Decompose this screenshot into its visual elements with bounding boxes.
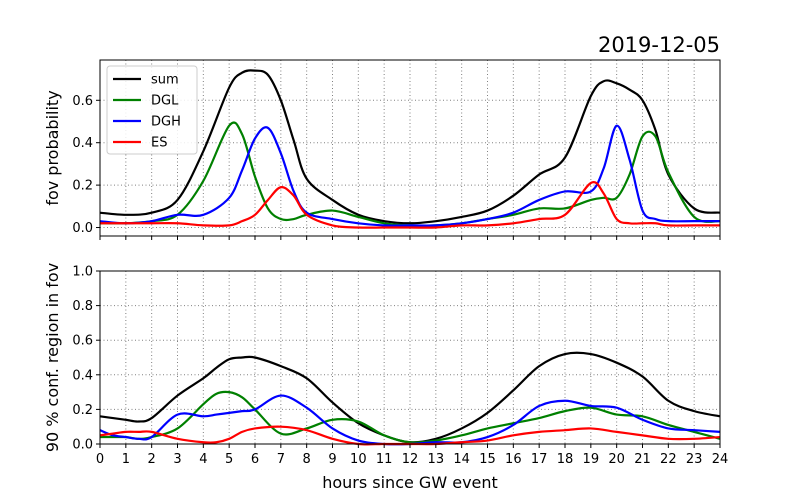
x-tick-label: 13 — [428, 452, 445, 467]
x-tick-label: 6 — [251, 452, 259, 467]
series-line-es — [100, 181, 720, 229]
x-tick-label: 1 — [122, 452, 130, 467]
x-tick-label: 3 — [173, 452, 181, 467]
y-tick-label: 0.4 — [72, 136, 93, 151]
x-tick-label: 23 — [686, 452, 703, 467]
x-tick-label: 20 — [608, 452, 625, 467]
series-line-sum — [99, 351, 721, 444]
y-tick-label: 0.0 — [72, 438, 93, 453]
top-ticks: 0.0 0.2 0.4 0.6 — [72, 94, 721, 240]
x-tick-label: 0 — [96, 452, 104, 467]
x-tick-label: 21 — [634, 452, 651, 467]
x-tick-label: 19 — [583, 452, 600, 467]
x-tick-label: 11 — [376, 452, 393, 467]
x-tick-label: 10 — [350, 452, 367, 467]
x-tick-label: 8 — [303, 452, 311, 467]
date-label: 2019-12-05 — [598, 33, 720, 57]
legend: sum DGL DGH ES — [106, 65, 198, 155]
legend-box — [106, 65, 198, 155]
y-tick-label: 0.6 — [72, 94, 93, 109]
x-tick-label: 16 — [505, 452, 522, 467]
bottom-ticks: 0.00.20.40.60.81.00 1 2 3 4 5 6 7 8 9 10 11 12 13 14 15… — [72, 265, 728, 468]
x-tick-label: 24 — [712, 452, 729, 467]
series-line-dgh — [99, 124, 721, 227]
x-tick-label: 17 — [531, 452, 548, 467]
x-tick-label: 14 — [453, 452, 470, 467]
top-panel: 0.0 0.2 0.4 0.6 fov probability sum DGL DGH ES — [43, 59, 721, 240]
series-line-dgh — [99, 394, 721, 446]
x-tick-label: 22 — [660, 452, 677, 467]
bottom-y-axis-label: 90 % conf. region in fov — [43, 263, 62, 452]
bottom-grid — [99, 270, 721, 445]
y-tick-label: 0.2 — [72, 179, 93, 194]
x-tick-label: 5 — [225, 452, 233, 467]
y-tick-label: 0.4 — [72, 368, 93, 383]
x-axis-label: hours since GW event — [322, 473, 498, 492]
x-tick-label: 15 — [479, 452, 496, 467]
bottom-panel: 0.00.20.40.60.81.00 1 2 3 4 5 6 7 8 9 10 11 12 13 14 15… — [43, 263, 728, 492]
x-tick-label: 4 — [199, 452, 207, 467]
legend-label-dgh: DGH — [151, 115, 181, 130]
x-tick-label: 2 — [148, 452, 156, 467]
legend-label-sum: sum — [151, 73, 179, 88]
y-tick-label: 0.0 — [72, 221, 93, 236]
legend-label-es: ES — [151, 136, 167, 151]
series-line-dgl — [100, 390, 721, 444]
series-line-sum — [99, 69, 721, 225]
x-tick-label: 9 — [328, 452, 336, 467]
top-series — [99, 69, 721, 229]
legend-label-dgl: DGL — [151, 94, 179, 109]
y-tick-label: 0.2 — [72, 403, 93, 418]
y-tick-label: 0.6 — [72, 334, 93, 349]
y-tick-label: 0.8 — [72, 299, 93, 314]
x-tick-label: 18 — [557, 452, 574, 467]
y-tick-label: 1.0 — [72, 265, 93, 280]
top-y-axis-label: fov probability — [43, 90, 62, 205]
x-tick-label: 12 — [402, 452, 419, 467]
x-tick-label: 7 — [277, 452, 285, 467]
